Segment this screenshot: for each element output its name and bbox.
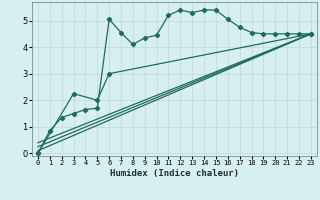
X-axis label: Humidex (Indice chaleur): Humidex (Indice chaleur)	[110, 169, 239, 178]
